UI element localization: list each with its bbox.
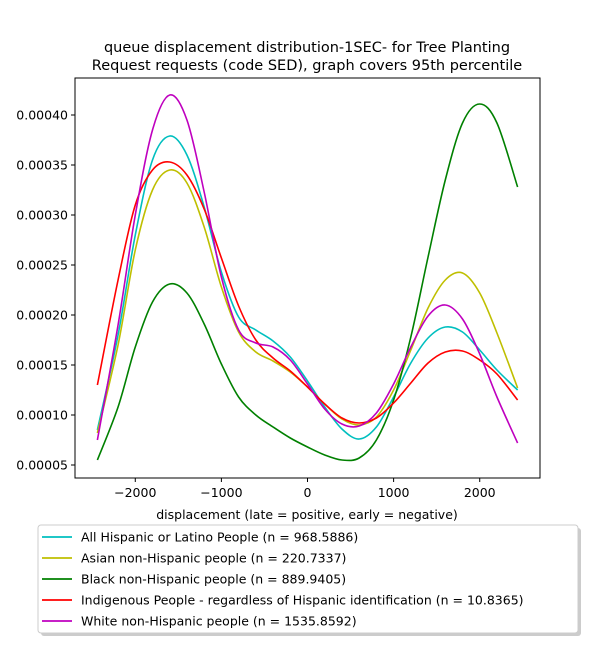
- legend-label: Indigenous People - regardless of Hispan…: [81, 593, 524, 608]
- legend: All Hispanic or Latino People (n = 968.5…: [37, 524, 581, 636]
- legend-label: Asian non-Hispanic people (n = 220.7337): [81, 551, 346, 566]
- series-layer: [96, 94, 519, 462]
- y-tick-label: 0.00030: [16, 208, 68, 223]
- y-tick-label: 0.00020: [16, 308, 68, 323]
- legend-label: White non-Hispanic people (n = 1535.8592…: [81, 614, 357, 629]
- y-tick-label: 0.00015: [16, 358, 68, 373]
- legend-label: All Hispanic or Latino People (n = 968.5…: [81, 530, 358, 545]
- x-tick-label: 0: [304, 485, 312, 500]
- legend-box: [37, 524, 579, 634]
- x-tick-label: 1000: [378, 485, 410, 500]
- y-tick-label: 0.00010: [16, 408, 68, 423]
- x-tick-label: 2000: [464, 485, 496, 500]
- x-axis-label: displacement (late = positive, early = n…: [156, 507, 458, 522]
- legend-entries: All Hispanic or Latino People (n = 968.5…: [42, 530, 524, 629]
- series-line-1: [96, 169, 519, 434]
- series-line-3: [96, 161, 519, 424]
- x-tick-label: −2000: [114, 485, 156, 500]
- y-tick-label: 0.00005: [16, 458, 68, 473]
- x-axis-ticks: −2000 −1000 0 1000 2000: [114, 478, 496, 500]
- y-tick-label: 0.00025: [16, 258, 68, 273]
- series-line-0: [96, 135, 519, 440]
- chart-title-line-1: queue displacement distribution-1SEC- fo…: [104, 40, 510, 56]
- y-tick-label: 0.00035: [16, 158, 68, 173]
- legend-label: Black non-Hispanic people (n = 889.9405): [81, 572, 346, 587]
- y-axis-ticks: 0.00005 0.00010 0.00015 0.00020 0.00025 0.000…: [16, 108, 75, 473]
- series-line-2: [96, 103, 519, 462]
- y-tick-label: 0.00040: [16, 108, 68, 123]
- series-line-4: [96, 94, 519, 444]
- chart-title-line-2: Request requests (code SED), graph cover…: [92, 58, 522, 74]
- x-tick-label: −1000: [200, 485, 242, 500]
